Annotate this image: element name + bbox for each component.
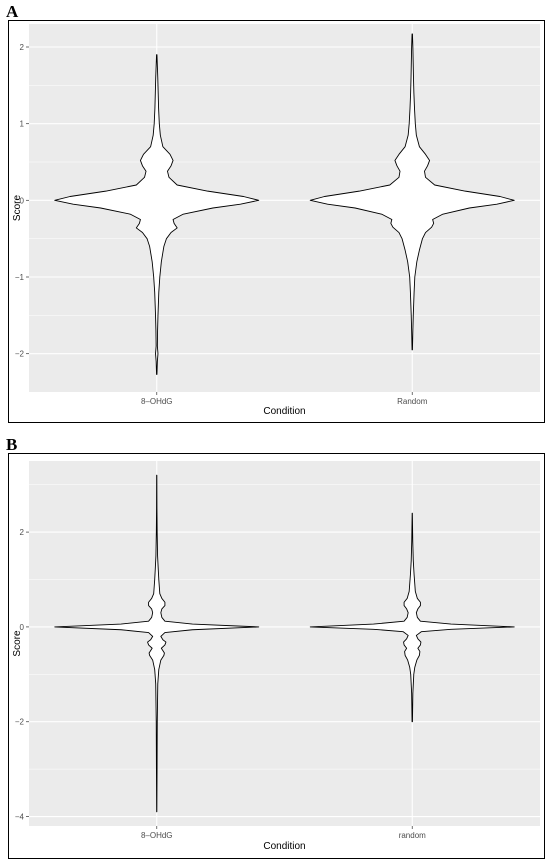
x-tick-label: 8–OHdG	[141, 831, 173, 840]
x-tick-label: 8–OHdG	[141, 397, 173, 406]
y-axis-title: Score	[12, 195, 23, 222]
x-tick-label: random	[399, 831, 426, 840]
y-tick-label: 0	[20, 196, 25, 205]
panel-b-letter: B	[6, 435, 18, 454]
y-tick-label: −2	[15, 350, 25, 359]
y-axis-title: Score	[12, 630, 23, 657]
x-axis-title: Condition	[263, 406, 305, 417]
y-tick-label: 2	[20, 43, 25, 52]
panel-a-frame	[8, 20, 545, 423]
y-tick-label: −2	[15, 718, 25, 727]
panel-a-letter: A	[6, 2, 19, 21]
violin-random	[309, 512, 515, 723]
violin-8-ohdg	[54, 54, 260, 375]
y-tick-label: 2	[20, 528, 25, 537]
x-axis-title: Condition	[263, 841, 305, 852]
y-tick-label: 0	[20, 623, 25, 632]
violin-random	[309, 33, 515, 351]
y-tick-label: −1	[15, 273, 25, 282]
violin-8-ohdg	[54, 474, 260, 813]
panel-b-frame	[8, 453, 545, 859]
plot-background	[29, 461, 540, 826]
x-tick-label: Random	[397, 397, 428, 406]
y-tick-label: 1	[20, 120, 25, 129]
y-tick-label: −4	[15, 813, 25, 822]
